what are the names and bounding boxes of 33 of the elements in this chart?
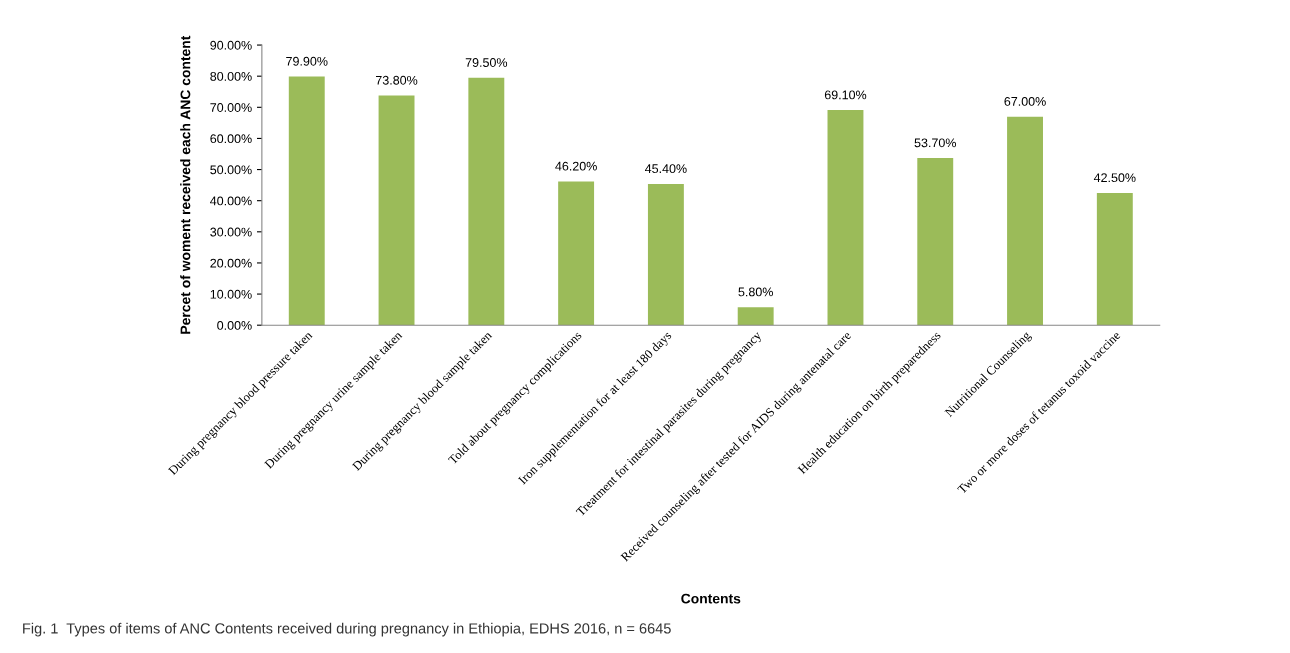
caption: Fig. 1 Types of items of ANC Contents received during pregnancy in Ethiopia, EDHS 2016, n = 6645 xyxy=(23,622,671,637)
data-label: 5.80% xyxy=(738,287,773,297)
y-tick-label: 80.00% xyxy=(210,71,252,81)
x-axis-title: Contents xyxy=(681,593,741,604)
y-tick-label: 20.00% xyxy=(210,258,252,268)
bar xyxy=(917,158,954,326)
bar xyxy=(827,110,864,326)
y-tick-label: 70.00% xyxy=(210,103,252,112)
bar xyxy=(647,183,684,326)
data-label: 46.20% xyxy=(555,161,597,171)
y-tick-label: 10.00% xyxy=(210,289,252,299)
bar xyxy=(1096,192,1133,326)
bar xyxy=(737,307,774,326)
data-label: 45.40% xyxy=(644,164,687,174)
y-tick-label: 60.00% xyxy=(210,134,252,144)
data-label: 42.50% xyxy=(1093,173,1136,183)
data-label: 73.80% xyxy=(375,75,418,85)
data-label: 67.00% xyxy=(1004,96,1046,106)
y-tick-label: 90.00% xyxy=(210,40,252,50)
data-label: 69.10% xyxy=(824,90,867,100)
y-tick-label: 40.00% xyxy=(210,196,252,206)
y-tick-label: 30.00% xyxy=(210,227,252,237)
bar xyxy=(558,181,595,326)
bar xyxy=(1007,116,1043,326)
y-axis-title: Percet of woment received each ANC content xyxy=(180,35,191,334)
bar xyxy=(288,76,325,326)
y-tick-label: 50.00% xyxy=(210,165,252,175)
data-label: 53.70% xyxy=(914,138,956,148)
y-tick-label: 0.00% xyxy=(217,320,252,330)
bar xyxy=(378,95,415,326)
data-label: 79.90% xyxy=(286,56,328,66)
data-label: 79.50% xyxy=(465,58,508,67)
bar xyxy=(468,77,505,326)
